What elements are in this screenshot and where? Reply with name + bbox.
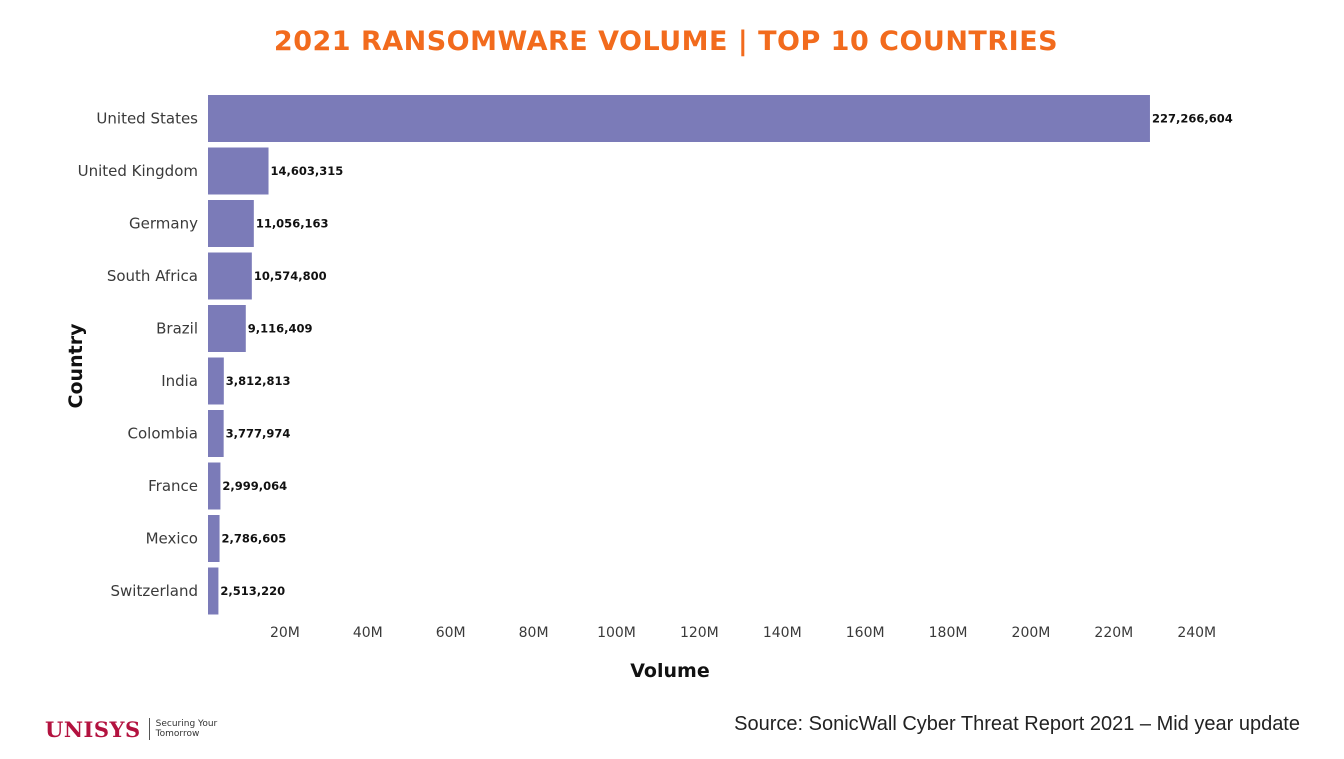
category-label-switzerland: Switzerland [111, 582, 199, 600]
x-tick-label: 100M [597, 625, 636, 641]
logo-tagline-line-2: Tomorrow [155, 729, 200, 739]
x-tick-label: 220M [1094, 625, 1133, 641]
bar-united-states [208, 95, 1150, 142]
x-tick-label: 200M [1012, 625, 1051, 641]
x-tick-label: 140M [763, 625, 802, 641]
chart-title: 2021 RANSOMWARE VOLUME | TOP 10 COUNTRIE… [273, 26, 1059, 57]
value-label-united-states: 227,266,604 [1152, 112, 1233, 126]
bars-group: United States 227,266,604 United Kingdom 14… [78, 95, 1233, 615]
category-label-india: India [161, 372, 198, 390]
value-label-switzerland: 2,513,220 [220, 584, 285, 598]
value-label-colombia: 3,777,974 [226, 427, 291, 441]
bar-mexico [208, 515, 220, 562]
unisys-logo: UNISYS Securing Your Tomorrow [45, 712, 217, 746]
bar-south-africa [208, 252, 252, 300]
x-tick-label: 60M [436, 625, 466, 641]
value-label-france: 2,999,064 [222, 479, 287, 493]
value-label-mexico: 2,786,605 [222, 532, 287, 546]
category-label-united-states: United States [96, 110, 198, 128]
logo-wordmark: UNISYS [45, 716, 141, 742]
logo-divider [148, 718, 150, 740]
source-note: Source: SonicWall Cyber Threat Report 20… [734, 713, 1300, 735]
bar-india [208, 357, 224, 405]
category-label-united-kingdom: United Kingdom [78, 162, 198, 180]
category-label-germany: Germany [129, 215, 198, 233]
x-tick-label: 120M [680, 625, 719, 641]
x-tick-label: 20M [270, 625, 300, 641]
x-tick-label: 80M [519, 625, 549, 641]
x-tick-label: 40M [353, 625, 383, 641]
category-label-mexico: Mexico [146, 530, 198, 548]
x-tick-label: 240M [1177, 625, 1216, 641]
logo-tagline: Securing Your Tomorrow [156, 719, 218, 739]
logo-tagline-line-1: Securing Your [155, 719, 218, 729]
category-label-france: France [148, 477, 198, 495]
bar-united-kingdom [208, 147, 269, 195]
bar-brazil [208, 305, 246, 352]
value-label-south-africa: 10,574,800 [254, 269, 327, 283]
value-label-germany: 11,056,163 [256, 217, 329, 231]
bar-chart: United States 227,266,604 United Kingdom 14… [65, 95, 1233, 682]
category-label-brazil: Brazil [156, 320, 198, 338]
bar-colombia [208, 410, 224, 457]
y-axis-title: Country [65, 323, 87, 409]
category-label-colombia: Colombia [128, 425, 199, 443]
x-ticks-group: 20M 40M 60M 80M 100M 120M 140M 160M 180M 200M 220M… [270, 625, 1216, 641]
value-label-united-kingdom: 14,603,315 [271, 164, 344, 178]
value-label-brazil: 9,116,409 [248, 322, 313, 336]
x-axis-title: Volume [630, 660, 709, 682]
bar-france [208, 462, 221, 510]
bar-germany [208, 200, 254, 247]
x-tick-label: 160M [846, 625, 885, 641]
x-tick-label: 180M [929, 625, 968, 641]
bar-switzerland [208, 567, 219, 615]
value-label-india: 3,812,813 [226, 374, 291, 388]
category-label-south-africa: South Africa [107, 267, 198, 285]
